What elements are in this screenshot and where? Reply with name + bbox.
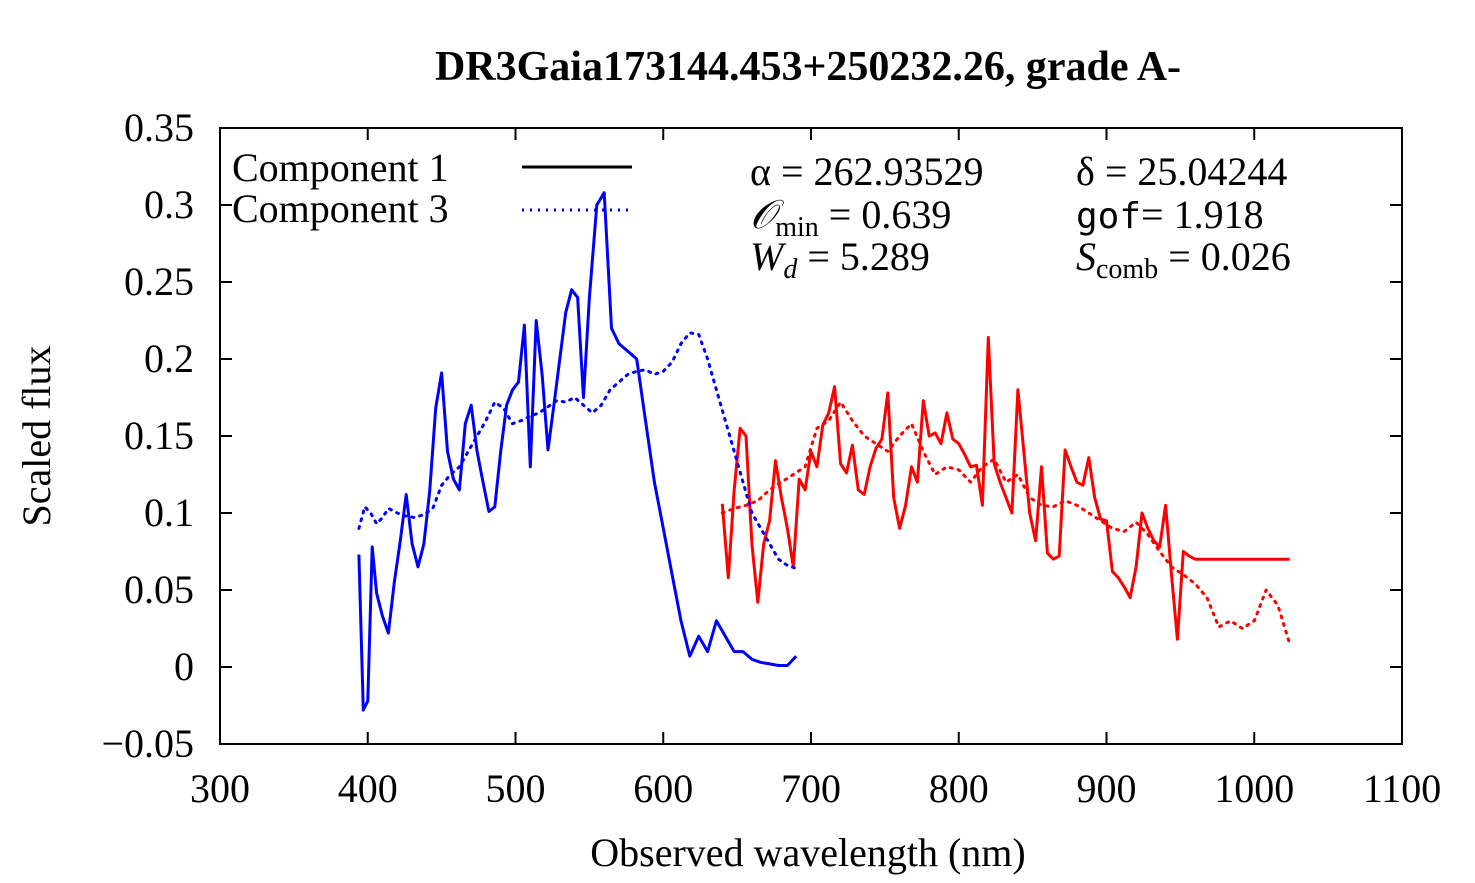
gof-value: = 1.918 xyxy=(1141,192,1264,237)
x-tick-label: 500 xyxy=(486,766,546,811)
annotation-wd: Wd = 5.289 xyxy=(750,234,930,285)
annotation-gof: gof= 1.918 xyxy=(1076,192,1264,237)
wd-subscript: d xyxy=(783,254,798,285)
annotation-delta: δ = 25.04244 xyxy=(1076,149,1287,194)
x-tick-label: 1100 xyxy=(1363,766,1442,811)
wd-value: = 5.289 xyxy=(797,234,930,279)
x-tick-label: 900 xyxy=(1077,766,1137,811)
omin-subscript: min xyxy=(775,212,819,243)
gof-symbol: gof xyxy=(1076,196,1141,237)
y-tick-label: 0.15 xyxy=(124,413,194,458)
legend: Component 1 Component 3 xyxy=(232,145,632,231)
wd-symbol: W xyxy=(750,234,787,279)
y-tick-label: 0.3 xyxy=(144,182,194,227)
x-tick-label: 1000 xyxy=(1214,766,1294,811)
annotation-scomb: Scomb = 0.026 xyxy=(1076,234,1291,285)
y-axis-label: Scaled flux xyxy=(14,345,59,526)
scomb-symbol: S xyxy=(1076,234,1096,279)
x-tick-label: 800 xyxy=(929,766,989,811)
chart-title: DR3Gaia173144.453+250232.26, grade A- xyxy=(435,44,1181,90)
legend-label-component-1: Component 1 xyxy=(232,145,449,190)
series-layer xyxy=(357,191,1292,712)
x-tick-label: 600 xyxy=(633,766,693,811)
y-axis-ticks: −0.05 0 0.05 0.1 0.15 0.2 0.25 0.3 0.35 xyxy=(101,105,1402,766)
legend-label-component-3: Component 3 xyxy=(232,186,449,231)
y-tick-label: −0.05 xyxy=(101,721,194,766)
y-tick-label: 0.2 xyxy=(144,336,194,381)
x-tick-label: 700 xyxy=(781,766,841,811)
x-tick-label: 300 xyxy=(190,766,250,811)
series-line-component-3-blue xyxy=(357,331,798,570)
series-line-component-3-red xyxy=(720,400,1292,646)
y-tick-label: 0.1 xyxy=(144,490,194,535)
y-tick-label: 0.25 xyxy=(124,259,194,304)
fit-annotations: α = 262.93529 δ = 25.04244 𝒪min = 0.639 … xyxy=(750,149,1291,285)
x-tick-label: 400 xyxy=(338,766,398,811)
y-tick-label: 0 xyxy=(174,644,194,689)
omin-value: = 0.639 xyxy=(819,192,952,237)
scomb-value: = 0.026 xyxy=(1158,234,1291,279)
y-tick-label: 0.35 xyxy=(124,105,194,150)
annotation-omin: 𝒪min = 0.639 xyxy=(750,192,951,243)
scomb-subscript: comb xyxy=(1096,254,1158,285)
series-line-component-1-red xyxy=(720,335,1290,641)
annotation-alpha: α = 262.93529 xyxy=(750,149,984,194)
x-axis-ticks: 300 400 500 600 700 800 900 1000 1100 xyxy=(190,128,1441,811)
y-tick-label: 0.05 xyxy=(124,567,194,612)
series-line-component-1-blue xyxy=(357,191,798,712)
x-axis-label: Observed wavelength (nm) xyxy=(590,830,1025,875)
